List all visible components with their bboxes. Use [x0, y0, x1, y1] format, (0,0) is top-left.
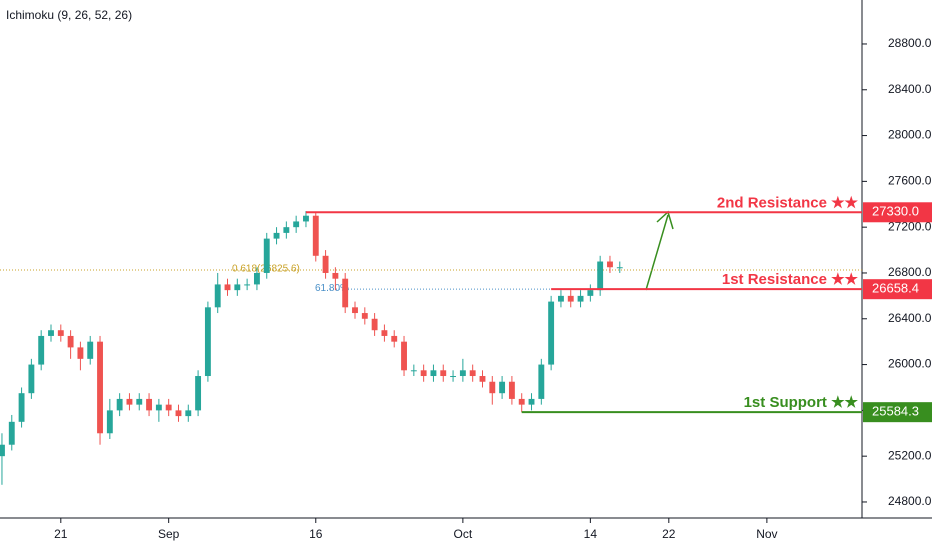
candle-body	[352, 307, 358, 314]
candle-body	[97, 341, 103, 434]
candle-body	[48, 330, 54, 336]
candle-body	[450, 376, 457, 378]
level-badge	[863, 202, 932, 223]
candle-body	[67, 335, 74, 348]
candle-body	[175, 410, 182, 417]
level-value: 25584.3	[872, 404, 919, 419]
candle-body	[106, 410, 113, 434]
candle-body	[420, 370, 427, 377]
candle-body	[293, 221, 300, 228]
candle-body	[28, 364, 35, 394]
y-tick-label: 26400.0	[888, 311, 932, 325]
y-tick-label: 27600.0	[888, 174, 932, 188]
candle-body	[342, 278, 349, 308]
candle-body	[126, 398, 133, 405]
candle-body	[136, 398, 143, 405]
candle-body	[263, 238, 270, 273]
candle-body	[577, 295, 584, 302]
candle-body	[332, 272, 339, 279]
y-tick-label: 28400.0	[888, 82, 932, 96]
candle-body	[116, 398, 123, 411]
candle-body	[499, 381, 506, 394]
y-tick-label: 26000.0	[888, 357, 932, 371]
candle-body	[195, 376, 202, 411]
level-label: 1st Resistance ★★	[722, 271, 859, 288]
candle-body	[430, 370, 437, 377]
candle-body	[528, 398, 535, 405]
candle-body	[283, 227, 290, 233]
level-badge	[863, 402, 932, 423]
candle-body	[410, 370, 417, 372]
x-tick-label: 22	[662, 527, 676, 541]
y-tick-label: 25200.0	[888, 448, 932, 462]
candle-body	[567, 295, 574, 302]
candle-body	[391, 335, 398, 342]
candle-body	[0, 444, 5, 457]
x-tick-label: Nov	[756, 527, 777, 541]
candle-body	[253, 272, 260, 285]
candle-body	[87, 341, 94, 359]
candle-body	[616, 267, 623, 269]
x-tick-label: 14	[584, 527, 598, 541]
y-tick-label: 28000.0	[888, 128, 932, 142]
candle-body	[607, 261, 613, 268]
candle-body	[557, 295, 564, 302]
candle-body	[57, 330, 64, 336]
candle-body	[508, 381, 515, 399]
candle-body	[204, 307, 211, 377]
candle-body	[548, 301, 555, 365]
candle-body	[8, 421, 15, 445]
candle-body	[165, 404, 172, 411]
x-tick-label: Oct	[454, 527, 473, 541]
x-tick-label: 21	[54, 527, 68, 541]
candle-body	[469, 370, 476, 377]
x-tick-label: 16	[309, 527, 323, 541]
candle-body	[273, 232, 280, 239]
y-tick-label: 28800.0	[888, 36, 932, 50]
candle-body	[538, 364, 545, 399]
candle-body	[244, 284, 251, 286]
fib-label: 61.80%	[315, 283, 349, 294]
candle-body	[322, 255, 329, 273]
candle-body	[440, 370, 447, 377]
candle-body	[401, 341, 407, 371]
candle-body	[77, 347, 84, 359]
candle-body	[303, 215, 309, 222]
candle-body	[371, 318, 378, 331]
candle-body	[18, 393, 25, 422]
candle-body	[146, 398, 153, 411]
level-label: 1st Support ★★	[744, 394, 859, 411]
level-value: 26658.4	[872, 281, 919, 296]
y-tick-label: 26800.0	[888, 265, 932, 279]
candle-body	[587, 290, 594, 296]
candle-body	[518, 398, 525, 405]
candle-body	[312, 215, 319, 256]
candle-body	[489, 381, 496, 394]
candle-body	[479, 376, 486, 382]
candle-body	[38, 335, 45, 365]
candle-body	[155, 404, 162, 411]
candle-body	[361, 313, 368, 319]
candle-body	[597, 261, 604, 291]
candle-body	[234, 284, 241, 291]
candle-body	[224, 284, 231, 291]
candle-body	[381, 330, 388, 336]
level-label: 2nd Resistance ★★	[717, 194, 859, 211]
level-badge	[863, 279, 932, 300]
y-tick-label: 27200.0	[888, 219, 932, 233]
candle-body	[185, 410, 192, 417]
x-tick-label: Sep	[158, 527, 180, 541]
indicator-label: Ichimoku (9, 26, 52, 26)	[6, 8, 132, 22]
candle-body	[459, 370, 466, 377]
arrow	[645, 210, 674, 291]
candle-body	[214, 284, 221, 308]
level-value: 27330.0	[872, 204, 919, 219]
y-tick-label: 24800.0	[888, 494, 932, 508]
